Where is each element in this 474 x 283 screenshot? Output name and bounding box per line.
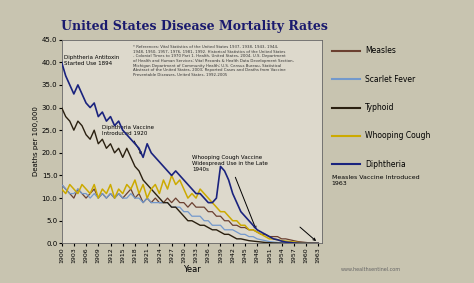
Text: Whooping Cough: Whooping Cough (365, 131, 430, 140)
Text: Diphtheria: Diphtheria (365, 160, 406, 169)
Text: Typhoid: Typhoid (365, 103, 394, 112)
Text: www.healthsentinel.com: www.healthsentinel.com (341, 267, 401, 272)
Text: Measles Vaccine Introduced
1963: Measles Vaccine Introduced 1963 (332, 175, 419, 186)
Text: Whooping Cough Vaccine
Widespread Use in the Late
1940s: Whooping Cough Vaccine Widespread Use in… (192, 155, 268, 228)
Text: Measles: Measles (365, 46, 396, 55)
Y-axis label: Deaths per 100,000: Deaths per 100,000 (33, 107, 39, 176)
Text: Diphtheria Vaccine
Introduced 1920: Diphtheria Vaccine Introduced 1920 (102, 125, 155, 154)
Text: Diphtheria Antitoxin
Started Use 1894: Diphtheria Antitoxin Started Use 1894 (64, 55, 119, 66)
Text: * References: Vital Statistics of the United States 1937, 1938, 1943, 1944,
1948: * References: Vital Statistics of the Un… (133, 45, 293, 77)
Text: Scarlet Fever: Scarlet Fever (365, 75, 415, 84)
Text: United States Disease Mortality Rates: United States Disease Mortality Rates (61, 20, 328, 33)
X-axis label: Year: Year (183, 265, 201, 274)
